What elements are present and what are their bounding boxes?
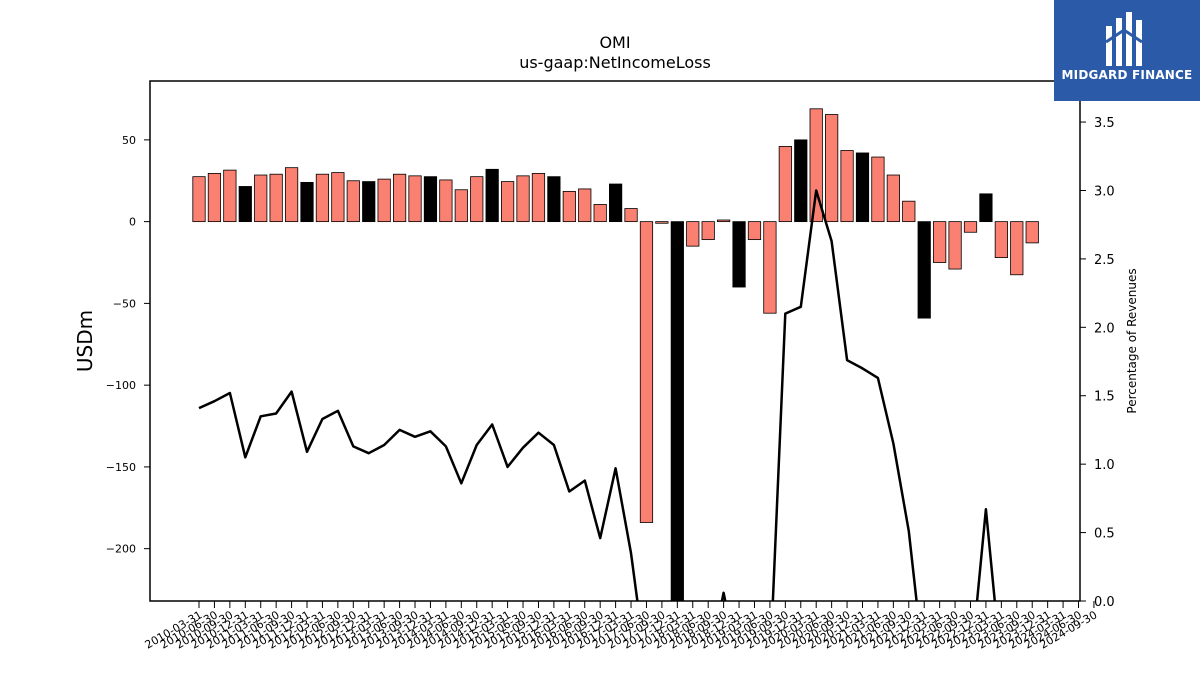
bar-2012-09-30	[346, 180, 360, 223]
bar-2019-09-30	[778, 146, 792, 223]
line-series	[198, 189, 997, 601]
bar-2016-09-30	[593, 204, 607, 223]
y2-tick-label-3.5: 3.5	[1094, 116, 1115, 131]
bar-2020-06-30	[825, 114, 839, 223]
bar-2014-03-31	[439, 179, 453, 223]
bar-2016-03-31	[562, 190, 576, 223]
y-tick-label--200: −200	[106, 543, 136, 556]
bar-2021-06-30	[886, 174, 900, 223]
bar-series	[192, 108, 1039, 601]
bar-2020-12-31	[855, 152, 870, 223]
bar-2018-09-30	[717, 219, 731, 223]
y-tick-label-0: 0	[129, 216, 136, 229]
y-axis-right: 0.0 0.5 1.0 1.5 2.0 2.5 3.0 3.5	[1080, 116, 1115, 610]
y2-tick-label-1.5: 1.5	[1094, 390, 1115, 405]
bar-2013-06-30	[392, 173, 407, 223]
bar-2018-12-31	[732, 221, 746, 288]
bar-2022-12-31	[979, 193, 993, 223]
bar-2020-09-30	[840, 150, 854, 223]
bar-2016-06-30	[578, 188, 592, 223]
percentage-line	[198, 189, 997, 601]
bar-2017-12-31	[670, 221, 684, 601]
y2-tick-label-0.5: 0.5	[1094, 527, 1115, 542]
chart-title: OMI	[599, 33, 630, 52]
bar-2011-09-30	[284, 167, 299, 223]
bar-2013-12-31	[423, 176, 438, 223]
bar-2015-03-31	[500, 181, 515, 223]
bar-2023-03-31	[994, 221, 1008, 259]
bar-2010-12-31	[238, 186, 252, 223]
bar-2023-06-30	[1010, 221, 1024, 276]
bar-2015-09-30	[531, 172, 546, 223]
bar-2012-06-30	[331, 172, 345, 223]
plot-frame	[149, 80, 1081, 602]
bar-2014-06-30	[454, 189, 468, 223]
y2-tick-label-3: 3.0	[1094, 184, 1115, 199]
bar-2022-06-30	[948, 221, 962, 270]
chart-subtitle: us-gaap:NetIncomeLoss	[519, 53, 711, 72]
bar-2015-06-30	[516, 175, 530, 223]
y2-tick-label-1: 1.0	[1094, 458, 1115, 473]
bar-2022-03-31	[933, 221, 947, 263]
bar-2011-03-31	[254, 174, 268, 223]
bar-2013-09-30	[408, 175, 422, 223]
bar-2017-06-30	[639, 221, 654, 523]
bar-2010-03-31	[192, 176, 206, 223]
bar-2015-12-31	[547, 176, 561, 223]
bar-2019-03-31	[747, 221, 762, 241]
brand-logo: MIDGARD FINANCE	[1054, 0, 1200, 101]
bar-2011-12-31	[300, 181, 314, 223]
logo-text: MIDGARD FINANCE	[1061, 68, 1193, 82]
bar-2021-03-31	[871, 156, 885, 223]
bar-2017-09-30	[655, 221, 669, 224]
bar-2011-06-30	[269, 173, 283, 223]
bar-2017-03-31	[624, 208, 638, 223]
bar-2014-09-30	[470, 176, 484, 223]
y2-tick-label-2: 2.0	[1094, 321, 1115, 336]
bar-2010-06-30	[207, 172, 222, 223]
bar-2012-03-31	[315, 173, 330, 223]
y-axis-left: 50 0 −50 −100 −150 −200	[106, 134, 150, 556]
y-tick-label--150: −150	[106, 461, 136, 474]
bar-2010-09-30	[223, 169, 237, 223]
bar-2016-12-31	[609, 183, 623, 223]
bar-2014-12-31	[485, 168, 499, 223]
bar-2021-12-31	[917, 221, 931, 319]
bar-2019-12-31	[794, 139, 808, 223]
bar-2020-03-31	[809, 108, 823, 223]
bar-2021-09-30	[902, 200, 916, 223]
y2-axis-label: Percentage of Revenues	[1125, 268, 1139, 413]
bar-2022-09-30	[963, 221, 978, 233]
bar-2018-03-31	[686, 221, 700, 247]
x-axis: 2010-03-312010-06-302010-09-302010-12-31…	[143, 601, 1099, 652]
y-tick-label-50: 50	[122, 134, 136, 147]
y-tick-label--100: −100	[106, 379, 136, 392]
bar-2013-03-31	[377, 178, 391, 223]
midgard-logo-icon	[1105, 12, 1143, 66]
y2-tick-label-2.5: 2.5	[1094, 253, 1115, 268]
y2-tick-label-0: 0.0	[1094, 595, 1115, 610]
y-axis-label: USDm	[73, 310, 97, 372]
bar-2012-12-31	[362, 181, 376, 223]
bar-2019-06-30	[763, 221, 777, 314]
bar-2018-06-30	[701, 221, 715, 241]
y-tick-label--50: −50	[113, 297, 136, 310]
bar-2023-09-30	[1025, 221, 1039, 244]
